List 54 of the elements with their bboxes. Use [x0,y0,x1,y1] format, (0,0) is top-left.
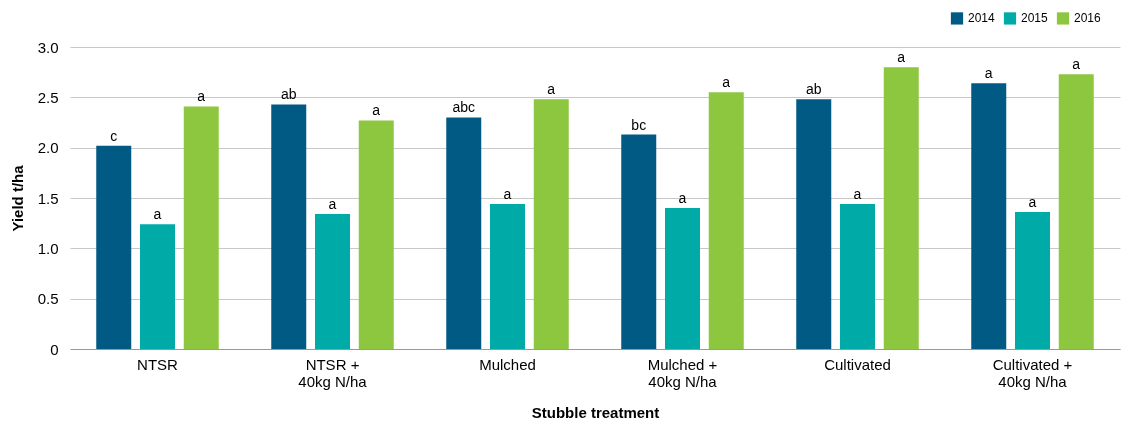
y-tick-label: 3.0 [37,38,59,56]
x-tick-label: Mulched + 40kg N/ha [647,355,718,390]
bar [1015,212,1050,349]
bar [315,214,350,349]
bar [1058,74,1094,349]
data-label: a [897,49,906,66]
data-label: a [153,206,162,223]
legend-label: 2014 [968,11,996,26]
data-label: a [853,186,862,203]
data-label: a [678,190,687,207]
data-label: a [984,65,993,82]
x-tick-label: NTSR [137,355,179,373]
data-label: a [372,102,381,119]
x-tick-label: Cultivated [824,355,891,373]
data-label: abc [452,99,476,116]
bar [358,120,394,349]
bar [446,117,482,349]
data-label: a [722,74,731,91]
data-label: ab [280,86,297,103]
x-axis-title: Stubble treatment [531,403,660,421]
x-tick-label: NTSR + 40kg N/ha [298,355,368,390]
bar [183,106,219,349]
y-tick-label: 2.5 [37,88,59,106]
data-label: ab [805,81,822,98]
bar [883,67,919,349]
x-tick-label: Mulched [479,355,536,373]
bar [621,134,657,349]
bar [490,204,525,349]
legend-label: 2015 [1021,11,1049,26]
y-tick-label: 0.5 [37,290,59,308]
bar [796,99,832,349]
data-label: a [503,186,512,203]
legend-label: 2016 [1074,11,1102,26]
y-tick-label: 0 [50,340,59,358]
data-label: a [197,88,206,105]
bar [971,83,1007,349]
bar [533,99,569,349]
bar [708,92,744,349]
data-label: c [110,127,118,144]
data-label: a [328,196,337,213]
bar [271,104,307,349]
data-label: a [547,81,556,98]
y-tick-label: 1.0 [37,239,59,257]
data-label: a [1028,194,1037,211]
data-label: bc [631,116,647,133]
y-tick-label: 1.5 [37,189,59,207]
x-tick-label: Cultivated + 40kg N/ha [992,355,1073,390]
data-label: a [1072,56,1081,73]
bar [840,204,875,349]
y-axis-title: Yield t/ha [8,164,26,232]
bar [96,145,132,349]
bar [665,208,700,349]
y-tick-label: 2.0 [37,139,59,157]
bar [140,224,175,349]
